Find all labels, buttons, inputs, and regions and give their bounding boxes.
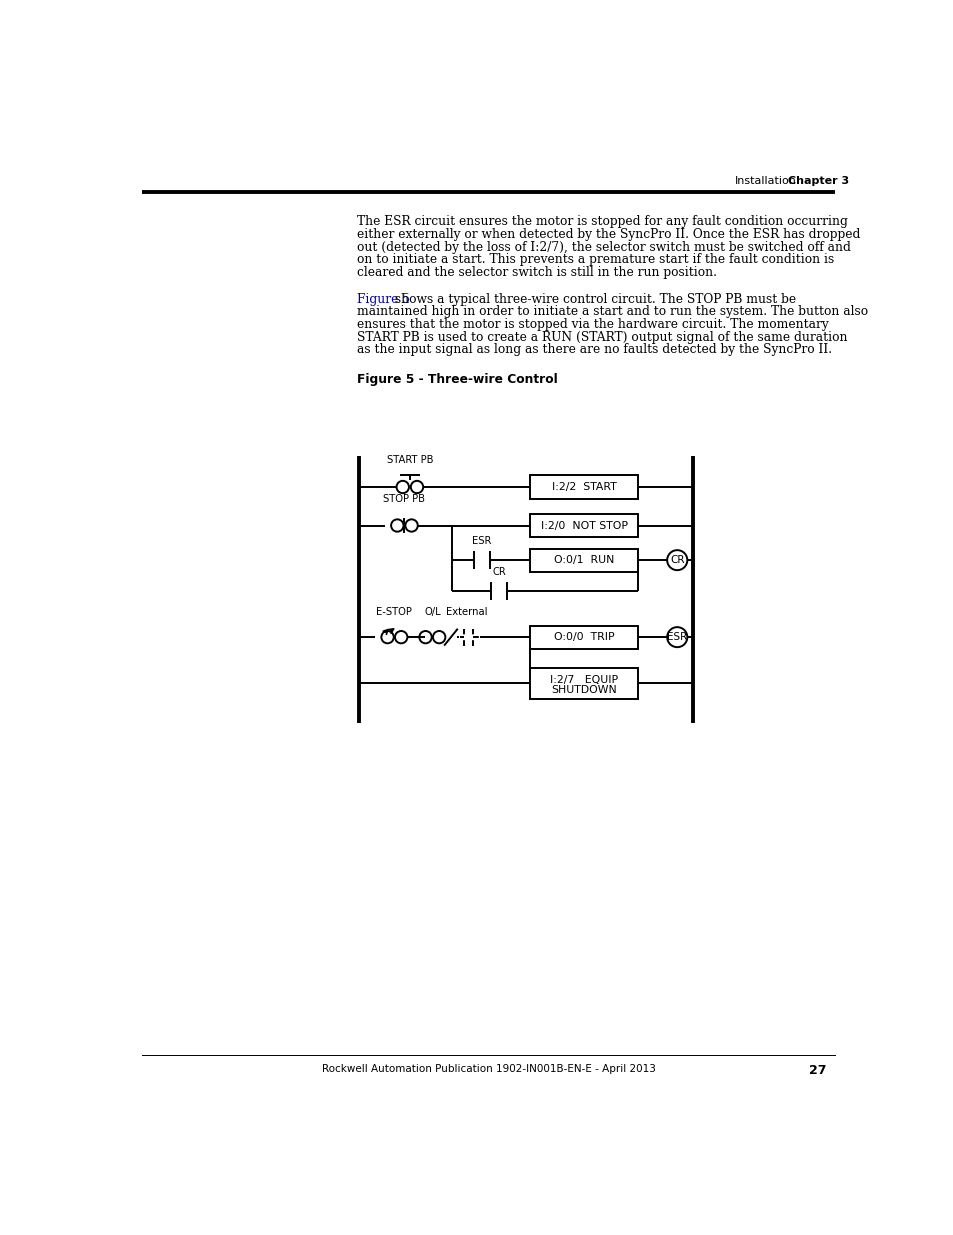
- Bar: [530, 514, 638, 537]
- Text: ensures that the motor is stopped via the hardware circuit. The momentary: ensures that the motor is stopped via th…: [356, 317, 828, 331]
- Text: ESR: ESR: [666, 632, 687, 642]
- Text: out (detected by the loss of I:2/7), the selector switch must be switched off an: out (detected by the loss of I:2/7), the…: [356, 241, 850, 253]
- Text: START PB is used to create a RUN (START) output signal of the same duration: START PB is used to create a RUN (START)…: [356, 331, 847, 343]
- Text: CR: CR: [669, 556, 684, 566]
- Text: STOP PB: STOP PB: [383, 494, 425, 504]
- Text: E-STOP: E-STOP: [376, 608, 412, 618]
- Text: O:0/1  RUN: O:0/1 RUN: [554, 556, 614, 566]
- Text: I:2/0  NOT STOP: I:2/0 NOT STOP: [540, 520, 627, 531]
- Bar: [530, 626, 638, 648]
- Text: START PB: START PB: [386, 456, 433, 466]
- Text: maintained high in order to initiate a start and to run the system. The button a: maintained high in order to initiate a s…: [356, 305, 867, 319]
- Bar: [530, 668, 638, 699]
- Text: External: External: [445, 608, 487, 618]
- Text: Figure 5 - Three-wire Control: Figure 5 - Three-wire Control: [356, 373, 558, 387]
- Text: cleared and the selector switch is still in the run position.: cleared and the selector switch is still…: [356, 266, 717, 279]
- Text: 27: 27: [808, 1065, 825, 1077]
- Text: Rockwell Automation Publication 1902-IN001B-EN-E - April 2013: Rockwell Automation Publication 1902-IN0…: [322, 1065, 655, 1074]
- Text: either externally or when detected by the SyncPro II. Once the ESR has dropped: either externally or when detected by th…: [356, 228, 860, 241]
- Bar: [530, 475, 638, 499]
- Text: SHUTDOWN: SHUTDOWN: [551, 684, 617, 694]
- Text: O:0/0  TRIP: O:0/0 TRIP: [554, 632, 614, 642]
- Text: CR: CR: [492, 567, 505, 577]
- Text: shows a typical three-wire control circuit. The STOP PB must be: shows a typical three-wire control circu…: [391, 293, 796, 305]
- Text: as the input signal as long as there are no faults detected by the SyncPro II.: as the input signal as long as there are…: [356, 343, 831, 357]
- Text: ESR: ESR: [472, 536, 491, 546]
- Text: on to initiate a start. This prevents a premature start if the fault condition i: on to initiate a start. This prevents a …: [356, 253, 834, 267]
- Text: Figure 5: Figure 5: [356, 293, 410, 305]
- Bar: [530, 548, 638, 572]
- Text: I:2/7   EQUIP: I:2/7 EQUIP: [550, 676, 618, 685]
- Text: Installation: Installation: [735, 175, 797, 186]
- Text: I:2/2  START: I:2/2 START: [551, 482, 616, 492]
- Text: Chapter 3: Chapter 3: [787, 175, 848, 186]
- Text: The ESR circuit ensures the motor is stopped for any fault condition occurring: The ESR circuit ensures the motor is sto…: [356, 215, 847, 228]
- Text: O/L: O/L: [423, 608, 440, 618]
